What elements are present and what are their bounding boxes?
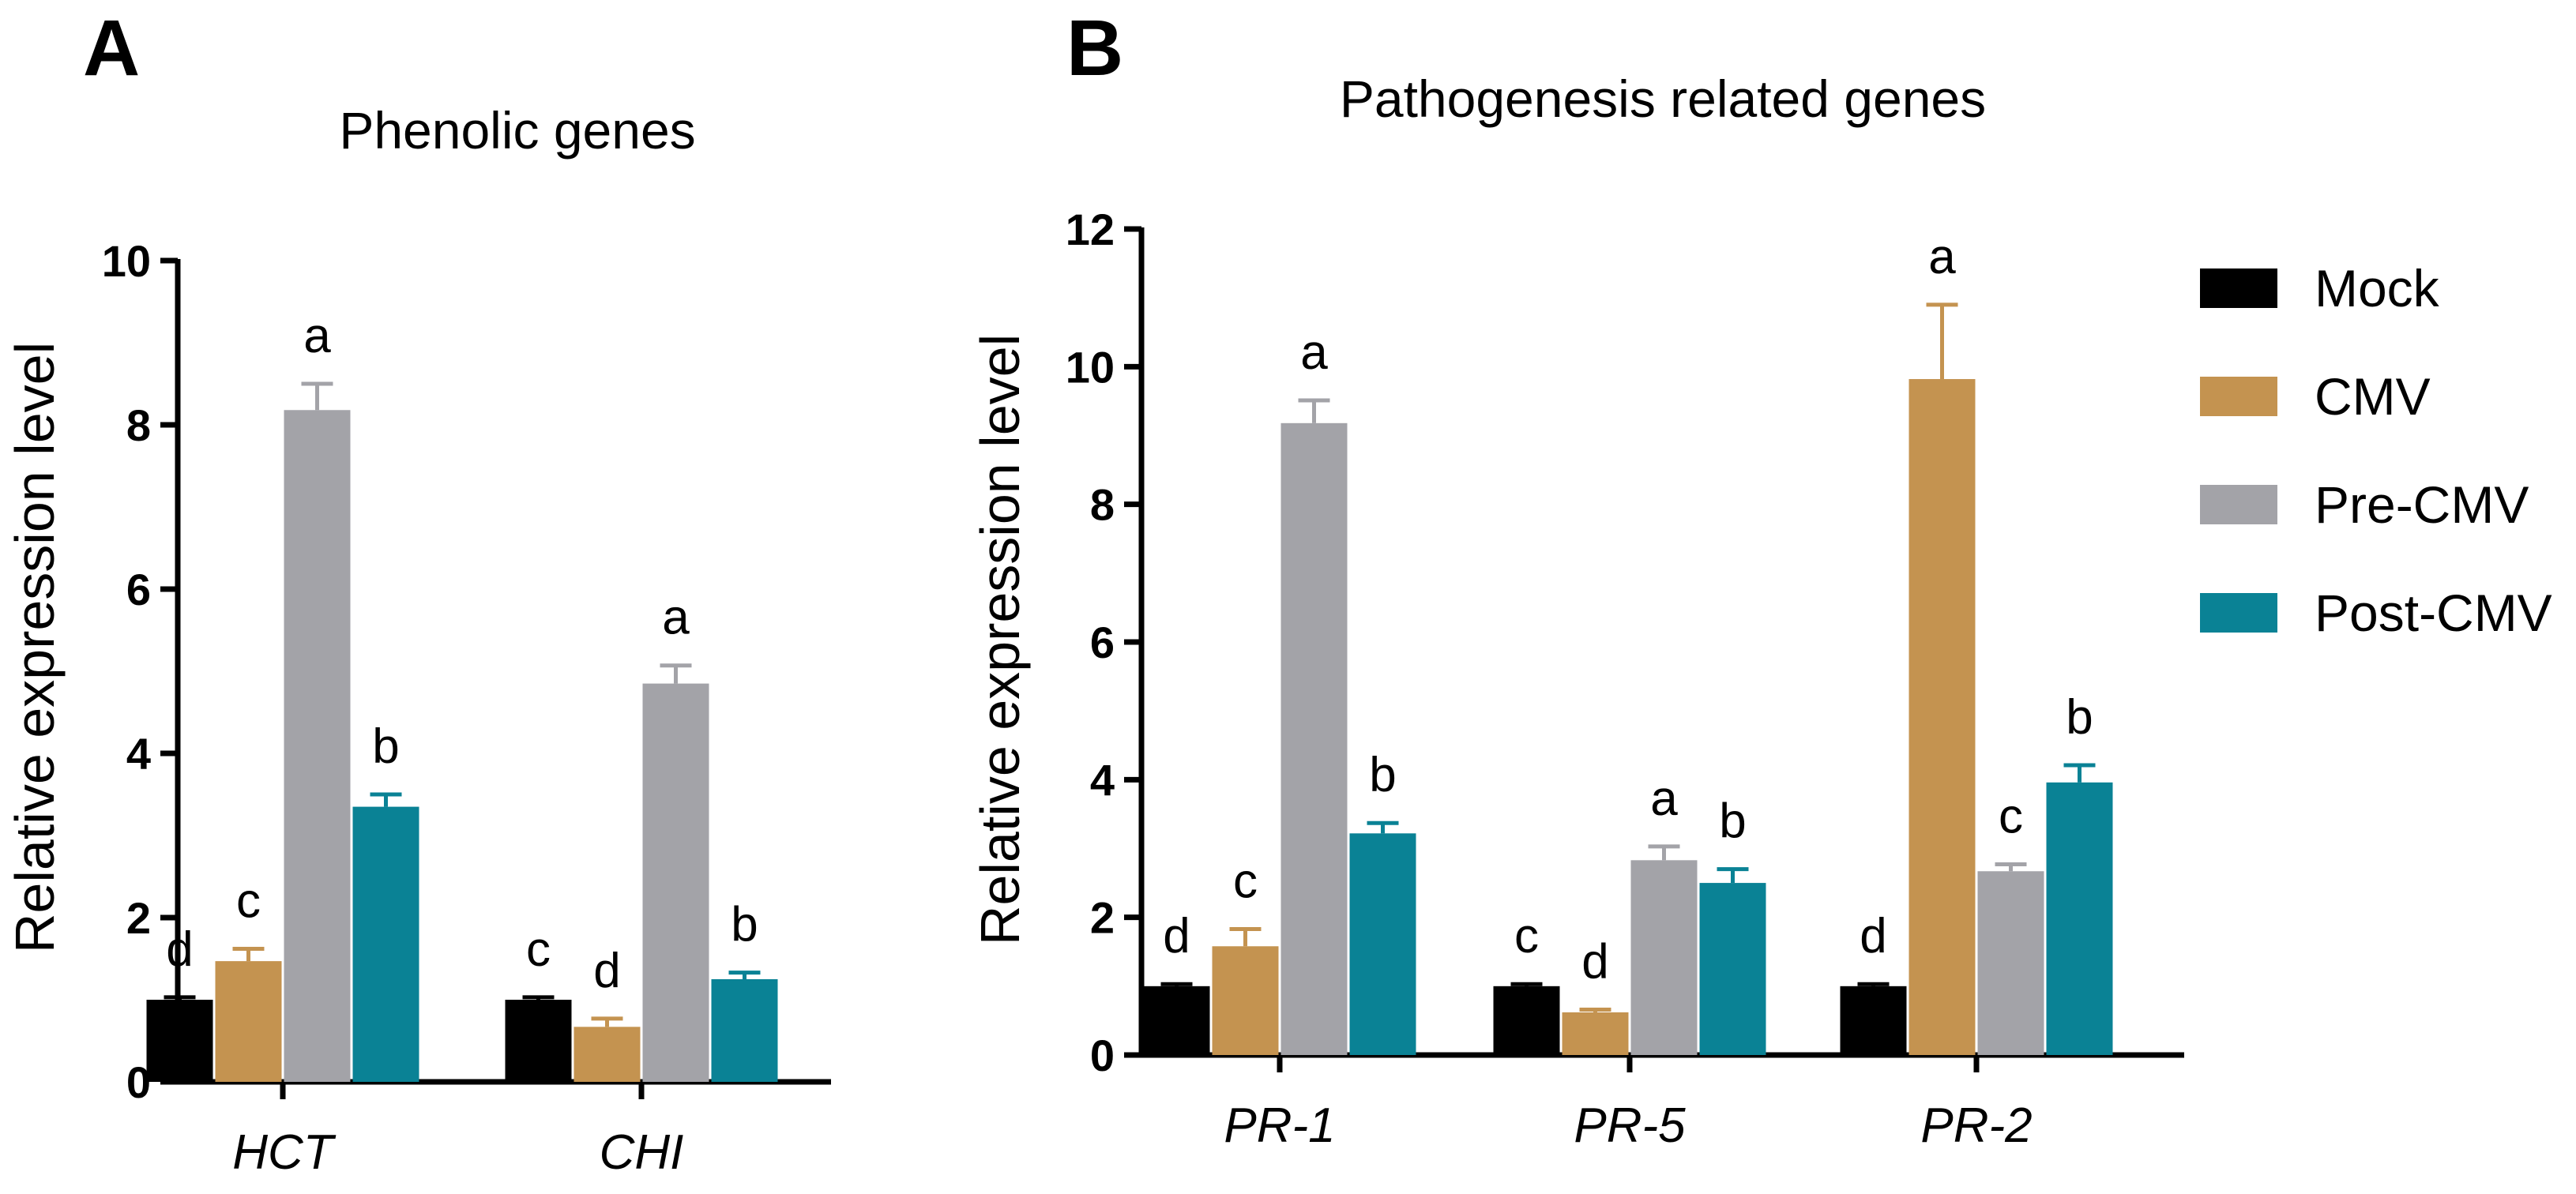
panel-b-y-tick-label: 6 [1090,618,1115,667]
legend-swatch [2200,485,2277,524]
panel-a-significance-letter: b [731,898,758,952]
panel-b-bar [1630,860,1698,1055]
panel-b-significance-letter: b [2066,690,2093,745]
panel-b-bar [1562,1012,1629,1055]
legend: Mock CMV Pre-CMV Post-CMV [2200,259,2552,642]
panel-a-bar [146,1000,213,1082]
panel-a-y-tick-label: 6 [126,565,151,614]
panel-b-y-tick-label: 2 [1090,893,1115,943]
panel-b-title: Pathogenesis related genes [1340,69,1986,128]
panel-a-title: Phenolic genes [339,101,695,160]
panel-a-y-tick-label: 8 [126,400,151,450]
legend-label: CMV [2315,367,2431,426]
panel-a-significance-letter: b [372,719,399,774]
panel-a-bar [215,961,282,1082]
panel-b-y-tick-label: 12 [1066,205,1115,254]
panel-a-bar [352,806,419,1082]
panel-b-bar [1280,422,1348,1055]
panel-a-y-tick-label: 10 [102,236,151,286]
legend-swatch [2200,268,2277,308]
panel-a-significance-letter: c [526,922,551,977]
panel-a-significance-letter: c [236,874,261,929]
panel-b-significance-letter: d [1860,909,1886,963]
panel-b-y-tick-label: 8 [1090,480,1115,530]
panel-b-bar [1349,833,1416,1055]
panel-a-label: A [83,4,140,92]
panel-b-bar [2046,782,2113,1055]
panel-b-bar [1699,883,1766,1055]
panel-b-y-tick-label: 10 [1066,342,1115,392]
panel-b-label: B [1066,4,1123,92]
panel-b-category-label: PR-1 [1224,1098,1335,1153]
panel-b-bar [1908,379,1976,1056]
panel-b-bar [1493,986,1560,1055]
panel-b-bar [1840,986,1907,1055]
panel-a-significance-letter: a [662,591,690,645]
legend-swatch [2200,377,2277,416]
panel-b-significance-letter: b [1369,748,1396,802]
panel-a-y-tick-label: 2 [126,893,151,943]
panel-b-bar [1143,986,1210,1055]
panel-a-bar [642,683,709,1082]
panel-b-significance-letter: c [1999,790,2023,844]
panel-a-significance-letter: d [166,922,193,977]
legend-label: Post-CMV [2315,584,2552,642]
panel-b-y-tick-label: 4 [1090,755,1115,805]
panel-b-significance-letter: a [1928,230,1956,284]
legend-label: Pre-CMV [2315,475,2529,534]
legend-swatch [2200,593,2277,633]
panel-a-category-label: HCT [232,1125,337,1180]
panel-b-significance-letter: d [1581,934,1608,989]
panel-a-y-tick-label: 4 [126,729,151,779]
panel-b-significance-letter: b [1719,794,1746,849]
panel-b-significance-letter: a [1650,772,1678,826]
panel-b-significance-letter: d [1163,909,1190,963]
panel-b-significance-letter: a [1300,325,1328,380]
panel-b-bar [1212,946,1279,1055]
panel-b-category-label: PR-2 [1920,1098,2032,1153]
panel-a-bar [284,410,351,1082]
panel-a-ylabel: Relative expression level [4,342,66,953]
panel-b-ylabel: Relative expression level [969,334,1031,945]
panel-b-bar [1977,871,2044,1055]
legend-label: Mock [2315,259,2440,317]
panel-a-bar [505,1000,572,1082]
panel-a-significance-letter: a [303,309,331,363]
panel-a-bar [711,979,778,1082]
panel-a-category-label: CHI [600,1125,684,1180]
panel-b-category-label: PR-5 [1574,1098,1686,1153]
panel-b-significance-letter: c [1514,909,1539,963]
panel-b-significance-letter: c [1233,854,1258,908]
panel-a-bar [573,1027,641,1082]
panel-b-y-tick-label: 0 [1090,1031,1115,1080]
panel-a-significance-letter: d [593,944,620,998]
